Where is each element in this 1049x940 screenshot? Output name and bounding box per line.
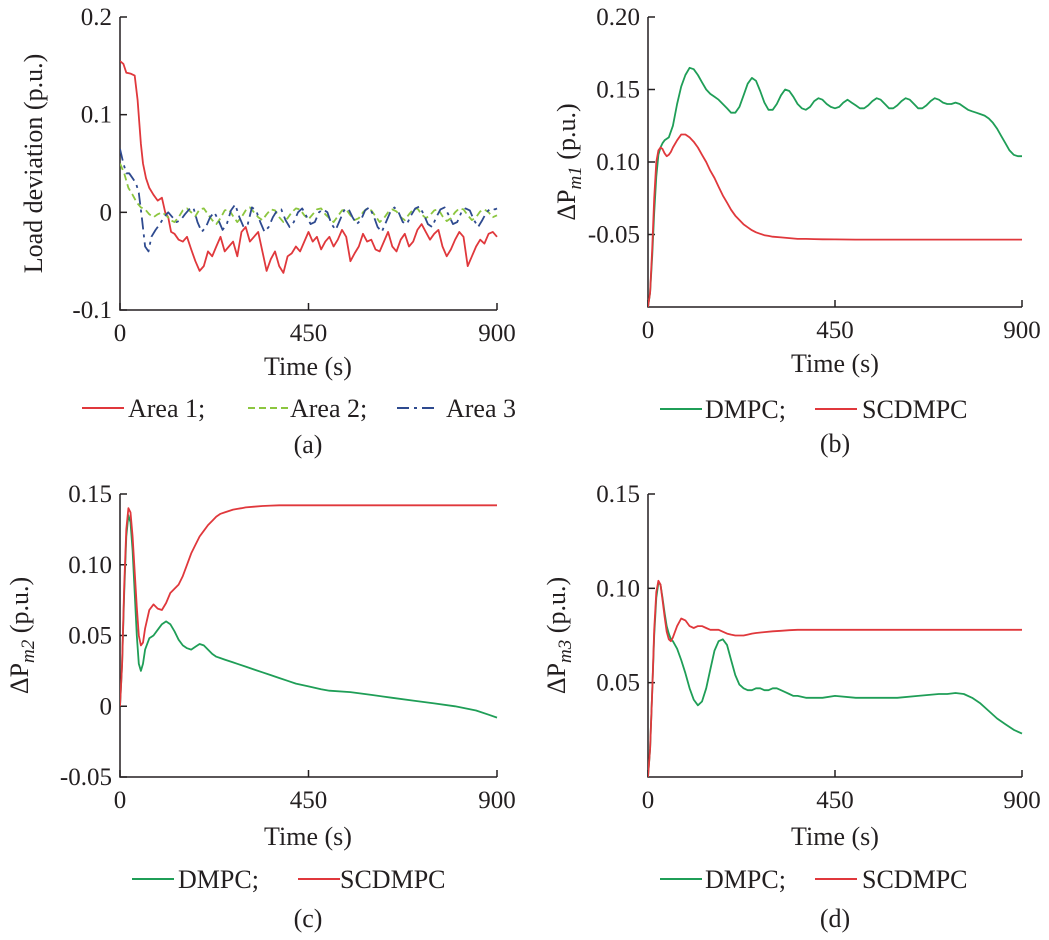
x-tick-label: 900 bbox=[1003, 317, 1041, 344]
y-tick-label: 0.20 bbox=[596, 4, 640, 31]
panel-caption: (a) bbox=[294, 430, 323, 459]
series-line-area-3 bbox=[120, 148, 498, 253]
x-axis-label: Time (s) bbox=[264, 352, 352, 381]
legend-label: DMPC; bbox=[178, 865, 259, 894]
x-tick-label: 450 bbox=[290, 787, 328, 814]
x-tick-label: 450 bbox=[816, 317, 854, 344]
x-tick-label: 0 bbox=[642, 317, 655, 344]
panel-caption: (c) bbox=[294, 904, 323, 933]
legend-label: Area 1; bbox=[128, 394, 205, 423]
y-axis-label: ΔPm2 (p.u.) bbox=[5, 577, 39, 694]
panel-caption: (b) bbox=[820, 429, 850, 458]
y-tick-label: 0 bbox=[100, 199, 113, 226]
x-axis-label: Time (s) bbox=[264, 822, 352, 851]
x-tick-label: 450 bbox=[290, 320, 328, 347]
legend-label: SCDMPC bbox=[340, 865, 446, 894]
y-tick-label: 0.10 bbox=[68, 552, 112, 579]
axis-lines bbox=[647, 494, 1022, 778]
series-line-scdmpc bbox=[120, 504, 497, 707]
legend-label: Area 3 bbox=[446, 394, 516, 423]
y-axis-label: ΔPm3 (p.u.) bbox=[542, 577, 576, 694]
y-tick-label: 0.1 bbox=[81, 102, 112, 129]
y-tick-label: 0.15 bbox=[596, 77, 640, 104]
x-tick-label: 900 bbox=[1003, 787, 1041, 814]
series-line-area-2 bbox=[120, 163, 498, 226]
y-axis-label: Load deviation (p.u.) bbox=[19, 54, 48, 274]
legend-label: DMPC; bbox=[705, 865, 786, 894]
legend-label: SCDMPC bbox=[862, 395, 968, 424]
y-tick-label: -0.05 bbox=[60, 764, 112, 791]
x-tick-label: 0 bbox=[114, 320, 127, 347]
y-tick-label: 0.10 bbox=[596, 149, 640, 176]
y-tick-label: 0.15 bbox=[596, 481, 640, 508]
x-tick-label: 900 bbox=[478, 787, 516, 814]
y-tick-label: -0.05 bbox=[588, 222, 640, 249]
y-tick-label: 0.05 bbox=[68, 623, 112, 650]
panel-caption: (d) bbox=[820, 904, 850, 933]
series-line-area-1 bbox=[120, 60, 498, 274]
x-tick-label: 900 bbox=[478, 320, 516, 347]
series-line-dmpc bbox=[120, 514, 498, 719]
y-tick-label: 0.2 bbox=[81, 4, 112, 31]
series-line-scdmpc bbox=[648, 133, 1022, 307]
y-tick-label: -0.1 bbox=[72, 297, 112, 324]
y-axis-label: ΔPm1 (p.u.) bbox=[552, 103, 586, 220]
series-line-dmpc bbox=[648, 581, 1023, 777]
x-tick-label: 0 bbox=[114, 787, 127, 814]
chart-panel-b: 0 450 900 0.20 0.15 0.10 -0.05 Time (s) ΔPm1 (p.… bbox=[552, 4, 1041, 458]
series-line-scdmpc bbox=[648, 579, 1022, 777]
axis-lines bbox=[119, 17, 497, 311]
x-axis-label: Time (s) bbox=[791, 822, 879, 851]
chart-panel-d: 0 450 900 0.15 0.10 0.05 Time (s) ΔPm3 (p.u.) DM… bbox=[542, 481, 1041, 933]
x-axis-label: Time (s) bbox=[791, 349, 879, 378]
y-tick-label: 0.10 bbox=[596, 575, 640, 602]
y-tick-label: 0.05 bbox=[596, 670, 640, 697]
x-tick-label: 450 bbox=[816, 787, 854, 814]
y-tick-label: 0 bbox=[100, 693, 113, 720]
axis-lines bbox=[647, 17, 1022, 308]
series-line-dmpc bbox=[648, 66, 1022, 307]
y-tick-label: 0.15 bbox=[68, 481, 112, 508]
legend-label: Area 2; bbox=[290, 394, 367, 423]
x-tick-label: 0 bbox=[642, 787, 655, 814]
legend-label: DMPC; bbox=[705, 395, 786, 424]
legend-label: SCDMPC bbox=[862, 865, 968, 894]
